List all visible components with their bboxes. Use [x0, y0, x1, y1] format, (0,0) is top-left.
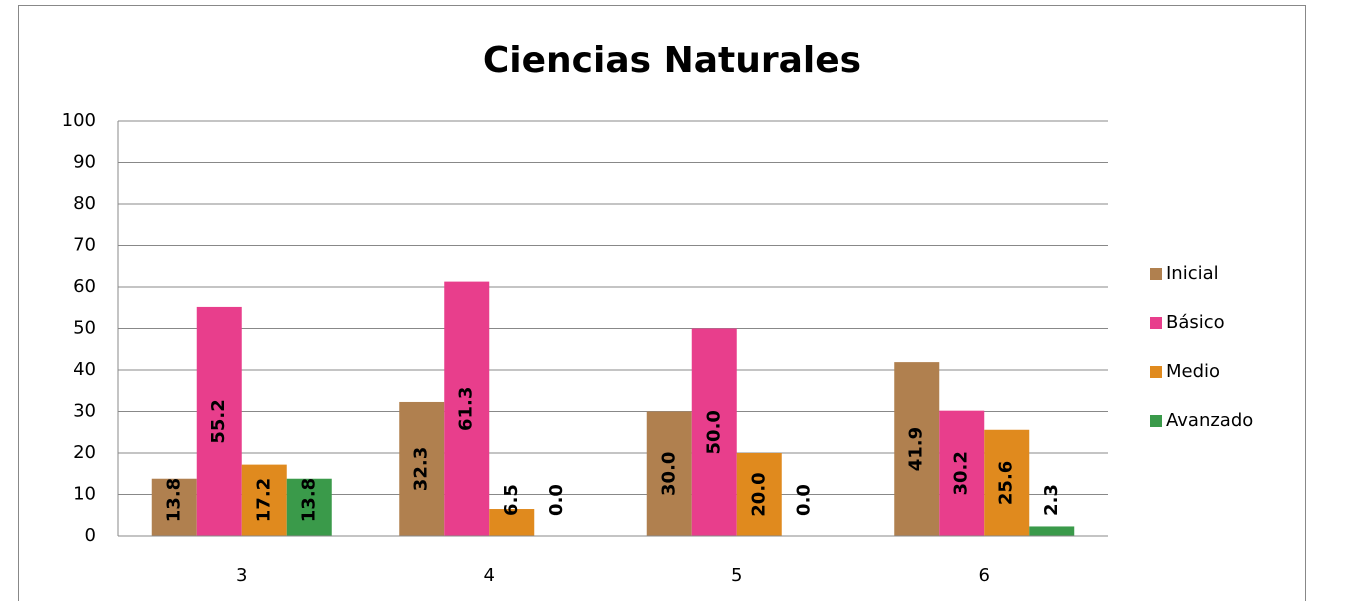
data-label: 30.2	[951, 451, 972, 495]
y-tick-label: 100	[62, 110, 96, 131]
data-label: 17.2	[253, 478, 274, 522]
data-label: 2.3	[1041, 484, 1062, 516]
x-tick-label: 4	[484, 565, 495, 586]
bar	[646, 411, 692, 536]
x-tick-label: 6	[979, 565, 990, 586]
data-label: 32.3	[411, 447, 432, 491]
chart-title: Ciencias Naturales	[483, 40, 861, 81]
legend-label: Medio	[1166, 361, 1220, 382]
bar	[736, 453, 782, 536]
bar	[489, 509, 535, 536]
y-tick-label: 70	[73, 235, 96, 256]
data-label: 0.0	[546, 484, 567, 516]
legend-label: Inicial	[1166, 263, 1219, 284]
legend-swatch	[1150, 415, 1162, 427]
legend-label: Avanzado	[1166, 410, 1253, 431]
x-tick-label: 3	[236, 565, 247, 586]
data-label: 13.8	[163, 478, 184, 522]
bar	[151, 478, 197, 536]
bar	[286, 478, 332, 536]
y-tick-label: 40	[73, 359, 96, 380]
y-tick-label: 0	[85, 525, 96, 546]
data-label: 13.8	[298, 478, 319, 522]
bar	[241, 464, 287, 536]
bar	[196, 306, 242, 536]
data-label: 41.9	[906, 427, 927, 471]
data-label: 25.6	[996, 461, 1017, 505]
y-tick-label: 80	[73, 193, 96, 214]
bar	[399, 401, 445, 536]
bar	[691, 328, 737, 536]
bar	[984, 429, 1030, 536]
bar	[444, 281, 490, 536]
data-label: 30.0	[658, 452, 679, 496]
bar	[939, 410, 985, 536]
legend-swatch	[1150, 268, 1162, 280]
y-tick-label: 90	[73, 152, 96, 173]
y-tick-label: 20	[73, 442, 96, 463]
legend-swatch	[1150, 366, 1162, 378]
data-label: 20.0	[748, 472, 769, 516]
legend-swatch	[1150, 317, 1162, 329]
y-tick-label: 60	[73, 276, 96, 297]
y-tick-label: 50	[73, 318, 96, 339]
data-label: 55.2	[208, 399, 229, 443]
y-tick-label: 10	[73, 484, 96, 505]
data-label: 0.0	[793, 484, 814, 516]
legend-label: Básico	[1166, 312, 1225, 333]
x-tick-label: 5	[731, 565, 742, 586]
y-tick-label: 30	[73, 401, 96, 422]
data-label: 6.5	[501, 484, 522, 516]
bar	[1029, 526, 1075, 536]
bar	[894, 362, 940, 536]
data-label: 61.3	[456, 387, 477, 431]
data-label: 50.0	[703, 410, 724, 454]
